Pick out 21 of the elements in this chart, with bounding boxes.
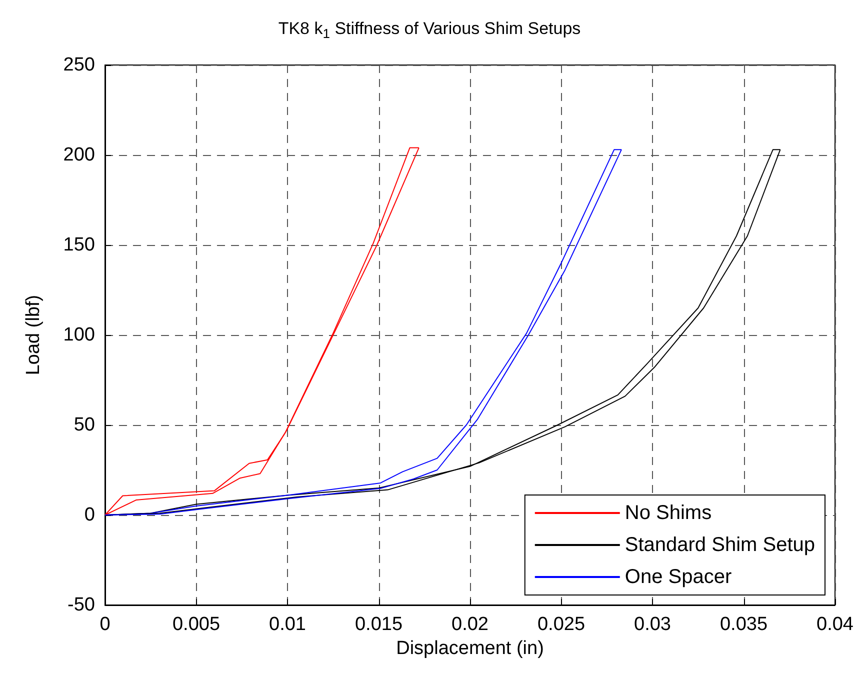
y-tick-label: 150 [63, 234, 95, 256]
x-axis-title: Displacement (in) [396, 638, 544, 659]
y-tick-label: 100 [63, 324, 95, 346]
legend-label: No Shims [624, 502, 712, 524]
y-axis-title: Load (lbf) [23, 294, 44, 376]
x-tick-label: 0 [100, 614, 110, 635]
x-tick-label: 0.005 [172, 614, 220, 635]
y-tick-label: 50 [74, 414, 95, 436]
x-tick-label: 0.04 [816, 614, 854, 635]
x-tick-label: 0.025 [537, 614, 586, 635]
y-tick-label: 200 [63, 144, 95, 166]
x-tick-label: 0.035 [720, 614, 768, 635]
x-tick-label: 0.01 [269, 614, 306, 635]
legend-label: Standard Shim Setup [624, 534, 816, 556]
y-tick-label: -50 [68, 594, 95, 616]
legend-label: One Spacer [624, 566, 732, 588]
y-tick-label: 250 [63, 54, 95, 76]
y-tick-label: 0 [84, 504, 95, 526]
x-tick-label: 0.015 [354, 614, 403, 635]
x-tick-label: 0.03 [634, 614, 671, 635]
x-tick-label: 0.02 [452, 614, 488, 635]
